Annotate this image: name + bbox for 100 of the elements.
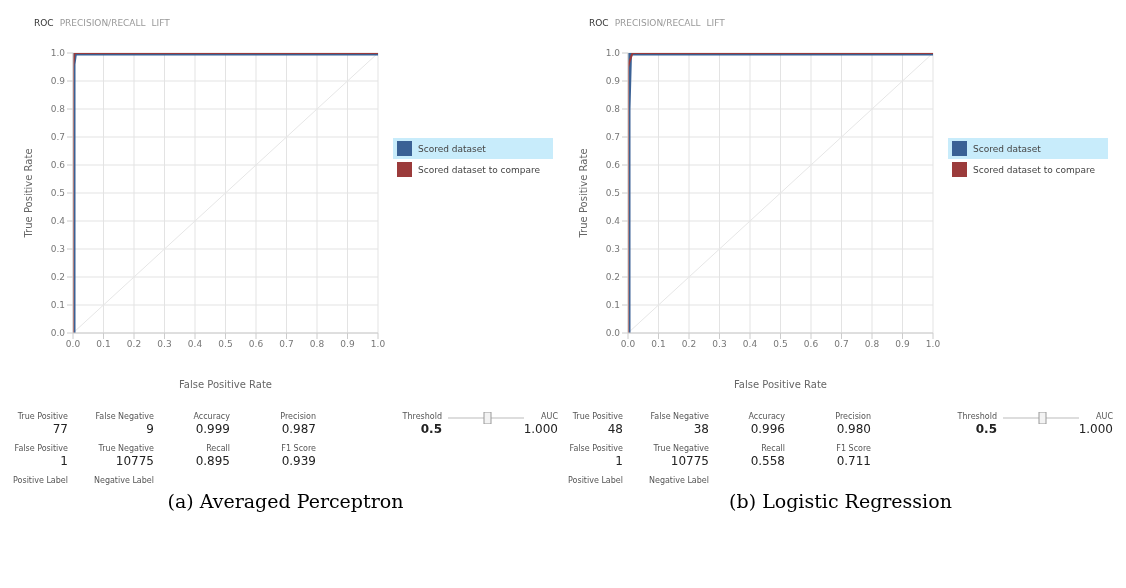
y-tick-label: 0.5 [605,188,620,199]
text: PRECISION/RECALL [614,18,701,28]
x-axis-title: False Positive Rate [179,379,272,390]
text: Threshold [401,412,442,421]
y-tick-label: 0.8 [50,104,66,115]
y-tick-label: 0.6 [605,160,621,171]
y-tick-label: 1.0 [605,48,621,59]
text: False Positive [13,444,68,453]
text: 0.5 [974,422,997,436]
text: True Positive [571,412,623,421]
y-tick-label: 0.4 [605,216,621,227]
text: LIFT [151,18,170,28]
text: 0.999 [194,422,230,436]
text: Recall [205,444,230,453]
x-tick-label: 0.0 [620,339,636,350]
x-tick-label: 0.8 [864,339,880,350]
x-tick-label: 0.4 [742,339,758,350]
y-tick-label: 0.0 [605,328,621,339]
x-tick-label: 1.0 [925,339,941,350]
text: 1 [59,454,68,468]
x-tick-label: 0.1 [651,339,666,350]
text: Accuracy [747,412,785,421]
y-tick-label: 0.7 [605,132,620,143]
text: 0.895 [194,454,230,468]
text: True Positive [16,412,68,421]
text: F1 Score [280,444,316,453]
x-axis-title: False Positive Rate [734,379,827,390]
x-tick-label: 0.2 [126,339,142,350]
text: 0.5 [419,422,442,436]
x-tick-label: 0.5 [218,339,233,350]
x-tick-label: 0.7 [834,339,849,350]
x-tick-label: 0.2 [681,339,697,350]
y-tick-label: 0.9 [50,76,66,87]
text: Recall [760,444,785,453]
y-tick-label: 0.5 [50,188,65,199]
text: 0.939 [280,454,316,468]
text: (a) Averaged Perceptron [166,490,405,512]
y-tick-label: 0.2 [50,272,65,283]
text: Threshold [956,412,997,421]
y-tick-label: 0.1 [50,300,65,311]
text: LIFT [706,18,725,28]
x-tick-label: 0.6 [248,339,264,350]
x-tick-label: 0.6 [803,339,819,350]
x-tick-label: 0.0 [65,339,81,350]
text: 1 [614,454,623,468]
text: 9 [145,422,154,436]
text: ROC [589,18,609,28]
text: False Negative [649,412,709,421]
text: Precision [834,412,871,421]
legend-label: Scored dataset to compare [973,164,1096,175]
text: AUC [1095,412,1113,421]
text: ROC [34,18,54,28]
x-tick-label: 0.8 [309,339,325,350]
text: False Positive [568,444,623,453]
text: 10775 [669,454,709,468]
text: AUC [540,412,558,421]
text: True Negative [97,444,154,453]
text: True Negative [652,444,709,453]
text: 77 [51,422,68,436]
text: F1 Score [835,444,871,453]
text: 38 [692,422,709,436]
legend-label: Scored dataset [973,143,1041,154]
y-tick-label: 0.3 [605,244,620,255]
x-tick-label: 0.5 [773,339,788,350]
text: Accuracy [192,412,230,421]
text: (b) Logistic Regression [728,490,953,512]
x-tick-label: 0.9 [895,339,910,350]
y-tick-label: 0.6 [50,160,66,171]
text: Negative Label [92,476,154,485]
text: Positive Label [567,476,623,485]
text: Positive Label [12,476,68,485]
text: 0.996 [749,422,785,436]
text: 0.987 [280,422,316,436]
y-axis-title: True Positive Rate [22,148,34,239]
text: 1.000 [522,422,558,436]
y-tick-label: 0.8 [605,104,621,115]
x-tick-label: 0.1 [96,339,111,350]
text: 0.711 [835,454,871,468]
text: PRECISION/RECALL [59,18,146,28]
text: 48 [606,422,623,436]
y-axis-title: True Positive Rate [577,148,589,239]
x-tick-label: 1.0 [370,339,386,350]
text: Precision [279,412,316,421]
y-tick-label: 1.0 [50,48,66,59]
text: False Negative [94,412,154,421]
x-tick-label: 0.3 [157,339,172,350]
text: Negative Label [647,476,709,485]
text: 1.000 [1077,422,1113,436]
x-tick-label: 0.3 [712,339,727,350]
x-tick-label: 0.4 [187,339,203,350]
legend-label: Scored dataset [418,143,486,154]
y-tick-label: 0.4 [50,216,66,227]
y-tick-label: 0.9 [605,76,621,87]
text: 0.558 [749,454,785,468]
text: 0.980 [835,422,871,436]
y-tick-label: 0.1 [605,300,620,311]
x-tick-label: 0.9 [340,339,355,350]
x-tick-label: 0.7 [279,339,294,350]
y-tick-label: 0.2 [605,272,620,283]
y-tick-label: 0.3 [50,244,65,255]
